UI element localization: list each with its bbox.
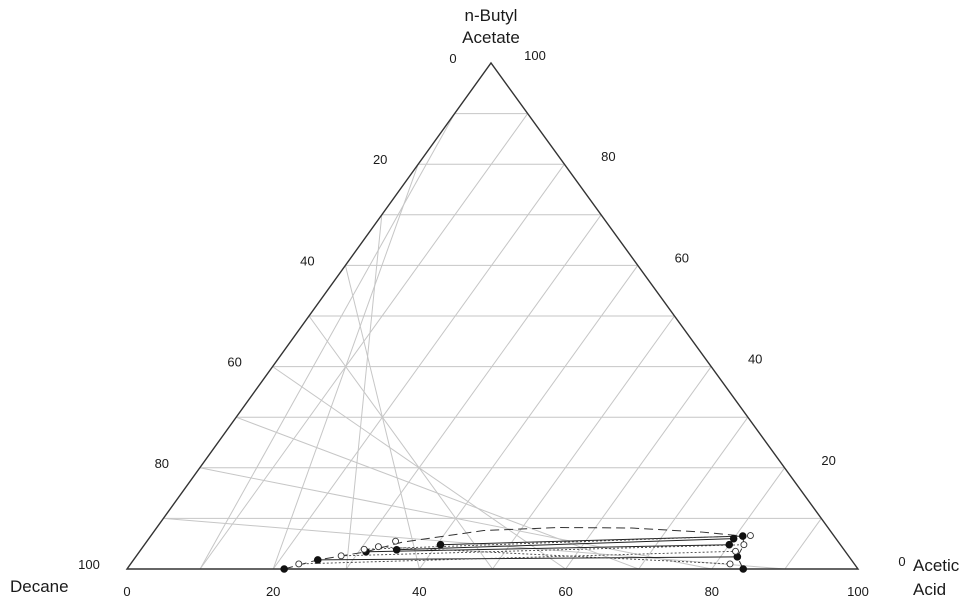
bottom-tick-label: 40	[412, 584, 426, 599]
right-tick-label: 100	[524, 48, 546, 63]
bottom-tick-label: 60	[558, 584, 572, 599]
data-point-calculated	[726, 560, 734, 568]
bottom-tick-label: 20	[266, 584, 280, 599]
corner-label-right: Acetic	[913, 556, 960, 575]
tie-line	[396, 538, 734, 551]
tie-line-calculated	[364, 535, 751, 550]
corner-label-left: Decane	[10, 577, 69, 596]
left-tick-label: 60	[227, 355, 241, 370]
data-point-experimental	[313, 556, 322, 564]
right-tick-label: 40	[748, 352, 762, 367]
grid-line	[711, 467, 786, 570]
right-tick-label: 0	[898, 554, 905, 569]
grid-lines	[163, 113, 822, 570]
data-point-calculated	[374, 543, 382, 551]
left-tick-label: 80	[155, 456, 169, 471]
left-tick-label: 0	[449, 51, 456, 66]
data-point-experimental	[739, 565, 748, 573]
data-point-experimental	[725, 540, 734, 549]
data-point-calculated	[746, 532, 754, 540]
grid-line	[638, 416, 749, 570]
tie-line-calculated	[298, 550, 736, 565]
data-point-experimental	[738, 532, 747, 540]
bottom-tick-label: 100	[847, 584, 869, 599]
tick-labels: 0 20 40 60 80 100 0 20 40 60 80 100 100 80 60 40 20 0	[78, 48, 905, 599]
binodal-curve	[284, 527, 745, 570]
tie-lines	[284, 535, 751, 570]
data-point-calculated	[740, 541, 748, 549]
grid-line	[308, 315, 493, 570]
right-tick-label: 20	[821, 453, 835, 468]
data-markers	[280, 532, 754, 573]
data-point-experimental	[280, 565, 288, 573]
grid-line	[492, 315, 675, 570]
left-tick-label: 40	[300, 253, 314, 268]
data-point-experimental	[436, 540, 445, 549]
right-tick-label: 60	[675, 250, 689, 265]
data-point-calculated	[392, 537, 400, 545]
corner-label-right: Acid	[913, 580, 946, 599]
corner-label-top: Acetate	[462, 28, 520, 47]
tie-line	[317, 556, 738, 561]
data-point-experimental	[392, 545, 401, 554]
data-point-experimental	[729, 534, 738, 543]
data-point-calculated	[295, 560, 303, 568]
bottom-tick-label: 80	[705, 584, 719, 599]
grid-line	[784, 518, 822, 570]
data-point-calculated	[360, 545, 368, 553]
left-tick-label: 20	[373, 152, 387, 167]
left-tick-label: 100	[78, 557, 100, 572]
tie-line-calculated	[341, 544, 744, 557]
tie-line-calculated	[378, 546, 731, 565]
data-point-calculated	[337, 552, 345, 560]
data-point-calculated	[732, 547, 739, 555]
right-tick-label: 80	[601, 149, 615, 164]
grid-line	[199, 467, 712, 570]
tie-line	[365, 544, 730, 553]
grid-line	[272, 366, 566, 570]
grid-line	[565, 366, 712, 570]
grid-line	[345, 214, 602, 570]
corner-label-top: n-Butyl	[465, 6, 518, 25]
bottom-tick-label: 0	[123, 584, 130, 599]
